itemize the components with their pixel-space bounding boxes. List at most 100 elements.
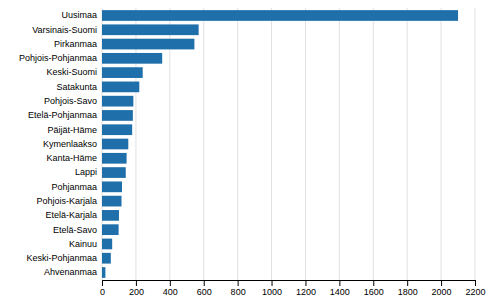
bar xyxy=(102,124,132,135)
y-tick: Kymenlaakso xyxy=(43,139,97,149)
bar xyxy=(102,196,121,207)
tick-label: 0 xyxy=(100,287,105,297)
bar xyxy=(102,24,199,35)
bar xyxy=(102,181,122,192)
tick-label: 800 xyxy=(231,287,246,297)
tick-label: Etelä-Karjala xyxy=(45,210,97,220)
y-tick: Pohjanmaa xyxy=(51,182,97,192)
y-tick: Pirkanmaa xyxy=(54,39,97,49)
bar xyxy=(102,253,111,264)
tick-label: 2200 xyxy=(465,287,485,297)
y-tick: Kanta-Häme xyxy=(46,153,97,163)
axis-line xyxy=(103,280,476,281)
tick-label: 1200 xyxy=(296,287,316,297)
plot-area: 0 200 400 600 800 1000 1200 1400 1600 1800 2000 220… xyxy=(19,8,486,297)
grid-line xyxy=(305,8,306,280)
grid-line xyxy=(475,8,476,280)
tick-label: Etelä-Pohjanmaa xyxy=(28,110,97,120)
x-tick: 1800 xyxy=(398,280,418,297)
x-tick: 2200 xyxy=(465,280,485,297)
bar xyxy=(102,67,143,78)
tick-label: Keski-Pohjanmaa xyxy=(26,253,97,263)
tick-label: 1000 xyxy=(262,287,282,297)
tick-label: Kainuu xyxy=(69,239,97,249)
y-tick: Etelä-Savo xyxy=(53,225,97,235)
tick-mark xyxy=(475,280,476,286)
tick-mark xyxy=(339,280,340,286)
bars xyxy=(102,10,458,278)
bar xyxy=(102,96,133,107)
x-tick: 0 xyxy=(100,280,105,297)
y-tick: Etelä-Karjala xyxy=(45,210,97,220)
tick-mark xyxy=(136,280,137,286)
y-tick: Lappi xyxy=(75,167,97,177)
x-tick: 1400 xyxy=(330,280,350,297)
chart: 0 200 400 600 800 1000 1200 1400 1600 1800 2000 220… xyxy=(0,0,491,302)
x-tick: 1600 xyxy=(364,280,384,297)
bar xyxy=(102,167,126,178)
tick-mark xyxy=(272,280,273,286)
y-tick: Keski-Pohjanmaa xyxy=(26,253,97,263)
x-axis: 0 200 400 600 800 1000 1200 1400 1600 1800 2000 220… xyxy=(100,280,486,297)
tick-label: Kymenlaakso xyxy=(43,139,97,149)
tick-label: Päijät-Häme xyxy=(47,125,97,135)
x-tick: 800 xyxy=(231,280,246,297)
tick-label: Etelä-Savo xyxy=(53,225,97,235)
tick-mark xyxy=(204,280,205,286)
y-axis: Uusimaa Varsinais-Suomi Pirkanmaa Pohjois-P… xyxy=(19,10,97,277)
y-tick: Keski-Suomi xyxy=(46,67,97,77)
x-tick: 400 xyxy=(163,280,178,297)
tick-mark xyxy=(170,280,171,286)
grid-line xyxy=(203,8,204,280)
bar xyxy=(102,267,105,278)
tick-label: 1800 xyxy=(398,287,418,297)
grid xyxy=(102,8,475,280)
tick-label: Lappi xyxy=(75,167,97,177)
y-tick: Kainuu xyxy=(69,239,97,249)
tick-mark xyxy=(407,280,408,286)
tick-label: Uusimaa xyxy=(61,10,97,20)
tick-label: Pohjois-Pohjanmaa xyxy=(19,53,97,63)
tick-label: 200 xyxy=(129,287,144,297)
y-tick: Pohjois-Karjala xyxy=(36,196,97,206)
tick-mark xyxy=(373,280,374,286)
tick-mark xyxy=(238,280,239,286)
x-tick: 200 xyxy=(129,280,144,297)
bar xyxy=(102,210,119,221)
bar xyxy=(102,82,139,93)
tick-mark xyxy=(102,280,103,286)
bar xyxy=(102,153,127,164)
x-tick: 600 xyxy=(197,280,212,297)
y-tick: Varsinais-Suomi xyxy=(32,25,97,35)
grid-line xyxy=(407,8,408,280)
bar xyxy=(102,224,119,235)
tick-label: Keski-Suomi xyxy=(46,67,97,77)
tick-label: Pohjois-Karjala xyxy=(36,196,97,206)
x-tick: 1000 xyxy=(262,280,282,297)
tick-label: 600 xyxy=(197,287,212,297)
tick-label: 400 xyxy=(163,287,178,297)
bar xyxy=(102,53,162,64)
bar xyxy=(102,139,128,150)
bar xyxy=(102,39,194,50)
y-tick: Etelä-Pohjanmaa xyxy=(28,110,97,120)
tick-label: 1400 xyxy=(330,287,350,297)
tick-label: Pohjois-Savo xyxy=(44,96,97,106)
x-tick: 1200 xyxy=(296,280,316,297)
bar xyxy=(102,10,458,21)
y-tick: Päijät-Häme xyxy=(47,125,97,135)
grid-line xyxy=(339,8,340,280)
grid-line xyxy=(373,8,374,280)
tick-label: 2000 xyxy=(432,287,452,297)
tick-label: Kanta-Häme xyxy=(46,153,97,163)
y-tick: Satakunta xyxy=(56,82,97,92)
y-tick: Ahvenanmaa xyxy=(44,267,97,277)
x-tick: 2000 xyxy=(432,280,452,297)
tick-label: Pirkanmaa xyxy=(54,39,97,49)
grid-line xyxy=(271,8,272,280)
y-tick: Pohjois-Pohjanmaa xyxy=(19,53,97,63)
tick-mark xyxy=(441,280,442,286)
tick-label: Ahvenanmaa xyxy=(44,267,97,277)
y-tick: Pohjois-Savo xyxy=(44,96,97,106)
tick-label: Pohjanmaa xyxy=(51,182,97,192)
